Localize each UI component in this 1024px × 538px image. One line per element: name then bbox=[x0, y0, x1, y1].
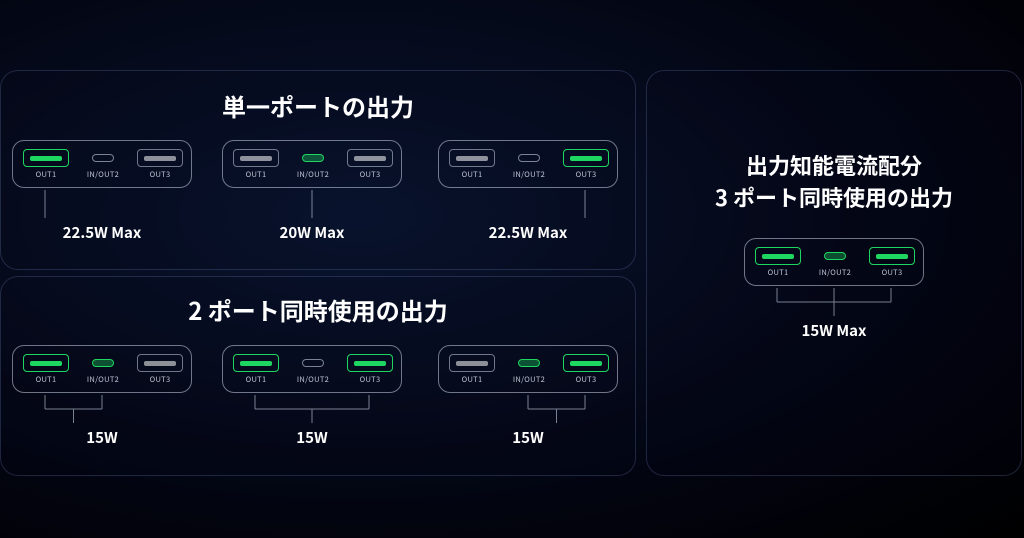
port-label-inout2: IN/OUT2 bbox=[506, 374, 552, 385]
device-case: OUT1 IN/OUT2 OUT3 bbox=[12, 140, 192, 188]
usb-c-port-inout2 bbox=[290, 358, 336, 368]
port-label-out1: OUT1 bbox=[23, 169, 69, 180]
port-label-inout2: IN/OUT2 bbox=[80, 169, 126, 180]
port-label-out1: OUT1 bbox=[449, 374, 495, 385]
port-label-out3: OUT3 bbox=[563, 374, 609, 385]
device-dual-1: OUT1 IN/OUT2 OUT3 15W bbox=[222, 345, 402, 393]
device-case: OUT1 IN/OUT2 OUT3 bbox=[438, 140, 618, 188]
port-label-inout2: IN/OUT2 bbox=[290, 169, 336, 180]
device-case: OUT1 IN/OUT2 OUT3 bbox=[222, 140, 402, 188]
device-dual-0: OUT1 IN/OUT2 OUT3 15W bbox=[12, 345, 192, 393]
watt-label: 22.5W Max bbox=[438, 222, 618, 243]
usb-a-port-out1 bbox=[233, 149, 279, 167]
usb-a-port-out1 bbox=[755, 247, 801, 265]
usb-a-port-out1 bbox=[23, 354, 69, 372]
port-label-inout2: IN/OUT2 bbox=[506, 169, 552, 180]
watt-label: 22.5W Max bbox=[12, 222, 192, 243]
watt-label: 15W bbox=[222, 427, 402, 448]
usb-a-port-out1 bbox=[449, 354, 495, 372]
title-dual: 2 ポート同時使用の出力 bbox=[0, 292, 636, 327]
usb-a-port-out3 bbox=[137, 149, 183, 167]
title-triple-line1: 出力知能電流配分 bbox=[646, 150, 1022, 182]
watt-label: 15W Max bbox=[744, 320, 924, 341]
title-single: 単一ポートの出力 bbox=[0, 88, 636, 123]
usb-c-port-inout2 bbox=[80, 358, 126, 368]
device-case: OUT1 IN/OUT2 OUT3 bbox=[12, 345, 192, 393]
title-triple: 出力知能電流配分 3 ポート同時使用の出力 bbox=[646, 150, 1022, 214]
device-case: OUT1 IN/OUT2 OUT3 bbox=[438, 345, 618, 393]
title-triple-line2: 3 ポート同時使用の出力 bbox=[646, 182, 1022, 214]
device-case: OUT1 IN/OUT2 OUT3 bbox=[222, 345, 402, 393]
usb-a-port-out3 bbox=[347, 354, 393, 372]
usb-a-port-out3 bbox=[137, 354, 183, 372]
usb-c-port-inout2 bbox=[812, 251, 858, 261]
usb-a-port-out3 bbox=[563, 149, 609, 167]
usb-a-port-out3 bbox=[347, 149, 393, 167]
usb-c-port-inout2 bbox=[506, 358, 552, 368]
port-label-out3: OUT3 bbox=[869, 267, 915, 278]
usb-c-port-inout2 bbox=[80, 153, 126, 163]
device-case: OUT1 IN/OUT2 OUT3 bbox=[744, 238, 924, 286]
device-single-0: OUT1 IN/OUT2 OUT3 22.5W Max bbox=[12, 140, 192, 188]
device-single-2: OUT1 IN/OUT2 OUT3 22.5W Max bbox=[438, 140, 618, 188]
infographic-stage: 単一ポートの出力 2 ポート同時使用の出力 出力知能電流配分 3 ポート同時使用… bbox=[0, 0, 1024, 538]
watt-label: 15W bbox=[438, 427, 618, 448]
usb-a-port-out1 bbox=[23, 149, 69, 167]
port-label-out1: OUT1 bbox=[233, 374, 279, 385]
usb-a-port-out1 bbox=[233, 354, 279, 372]
watt-label: 15W bbox=[12, 427, 192, 448]
device-single-1: OUT1 IN/OUT2 OUT3 20W Max bbox=[222, 140, 402, 188]
port-label-out1: OUT1 bbox=[23, 374, 69, 385]
port-label-inout2: IN/OUT2 bbox=[290, 374, 336, 385]
usb-c-port-inout2 bbox=[506, 153, 552, 163]
port-label-out3: OUT3 bbox=[563, 169, 609, 180]
usb-c-port-inout2 bbox=[290, 153, 336, 163]
port-label-out3: OUT3 bbox=[137, 169, 183, 180]
port-label-out3: OUT3 bbox=[347, 374, 393, 385]
port-label-out1: OUT1 bbox=[449, 169, 495, 180]
port-label-out3: OUT3 bbox=[347, 169, 393, 180]
usb-a-port-out3 bbox=[869, 247, 915, 265]
device-triple: OUT1 IN/OUT2 OUT3 15W Max bbox=[744, 238, 924, 286]
port-label-out1: OUT1 bbox=[755, 267, 801, 278]
device-dual-2: OUT1 IN/OUT2 OUT3 15W bbox=[438, 345, 618, 393]
port-label-inout2: IN/OUT2 bbox=[80, 374, 126, 385]
watt-label: 20W Max bbox=[222, 222, 402, 243]
usb-a-port-out3 bbox=[563, 354, 609, 372]
port-label-out1: OUT1 bbox=[233, 169, 279, 180]
port-label-inout2: IN/OUT2 bbox=[812, 267, 858, 278]
usb-a-port-out1 bbox=[449, 149, 495, 167]
port-label-out3: OUT3 bbox=[137, 374, 183, 385]
